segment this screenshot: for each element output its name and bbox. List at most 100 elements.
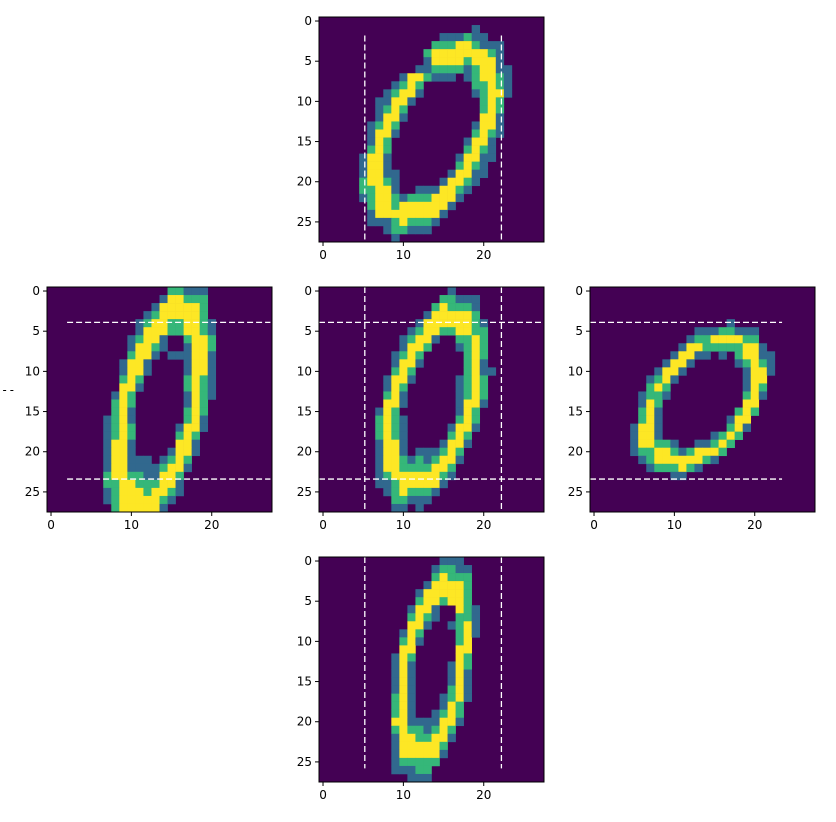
x-tick-label: 10 bbox=[396, 788, 411, 802]
y-tick-label: 5 bbox=[304, 594, 312, 608]
heatmap-cell bbox=[463, 621, 472, 630]
axes-frame bbox=[318, 556, 545, 783]
heatmap-cell bbox=[718, 447, 727, 457]
heatmap-cell bbox=[455, 685, 464, 694]
heatmap-cell bbox=[694, 335, 703, 344]
heatmap-cell bbox=[487, 81, 497, 90]
heatmap-cell bbox=[167, 455, 176, 465]
heatmap-cell bbox=[183, 423, 192, 432]
heatmap-cell bbox=[479, 81, 489, 90]
heatmap-cells bbox=[375, 287, 497, 513]
heatmap-cell bbox=[487, 41, 497, 50]
heatmap-cell bbox=[103, 439, 112, 449]
heatmap-cell bbox=[447, 717, 456, 727]
heatmap-cell bbox=[678, 455, 687, 465]
heatmap-cell bbox=[487, 129, 497, 138]
heatmap-cell bbox=[391, 741, 400, 751]
heatmap-cell bbox=[407, 225, 416, 235]
heatmap-cell bbox=[742, 359, 752, 368]
heatmap-cell bbox=[183, 359, 192, 368]
heatmap-cell bbox=[463, 185, 472, 195]
heatmap-cell bbox=[183, 407, 192, 416]
heatmap-cell bbox=[670, 351, 679, 360]
heatmap-cell bbox=[447, 685, 456, 694]
heatmap-cell bbox=[447, 589, 456, 598]
y-tick-label: 15 bbox=[297, 405, 312, 419]
heatmap-cell bbox=[702, 447, 711, 457]
heatmap-cell bbox=[407, 765, 416, 775]
heatmap-cell bbox=[207, 343, 217, 352]
heatmap-cell bbox=[143, 495, 152, 505]
heatmap-cell bbox=[654, 407, 663, 416]
heatmap-cell bbox=[638, 447, 647, 457]
heatmap-cell bbox=[375, 177, 384, 187]
heatmap-cell bbox=[143, 359, 152, 368]
heatmap-cell bbox=[383, 209, 392, 219]
heatmap-cell bbox=[686, 455, 695, 465]
heatmap-cell bbox=[734, 343, 743, 352]
heatmap-cell bbox=[375, 447, 384, 457]
heatmap-cell bbox=[183, 463, 192, 473]
heatmap-cell bbox=[455, 343, 464, 352]
heatmap-cell bbox=[175, 351, 184, 360]
heatmap-cell bbox=[439, 709, 448, 719]
heatmap-cell bbox=[415, 319, 424, 328]
heatmap-cell bbox=[750, 343, 760, 352]
heatmap-cell bbox=[447, 423, 456, 432]
heatmap-cell bbox=[167, 287, 176, 296]
heatmap-cell bbox=[135, 463, 144, 473]
heatmap-cell bbox=[431, 335, 440, 344]
heatmap-cell bbox=[455, 573, 464, 582]
heatmap-cell bbox=[391, 399, 400, 408]
heatmap-cell bbox=[151, 463, 160, 473]
heatmap-cell bbox=[423, 495, 432, 505]
heatmap-cell bbox=[199, 367, 209, 376]
heatmap-cell bbox=[439, 439, 448, 449]
heatmap-cell bbox=[726, 423, 735, 432]
heatmap-cell bbox=[119, 383, 128, 392]
heatmap-cell bbox=[471, 423, 481, 432]
heatmap-cell bbox=[167, 327, 176, 336]
heatmap-cell bbox=[479, 113, 489, 122]
heatmap-cell bbox=[143, 479, 152, 489]
heatmap-cell bbox=[407, 701, 416, 710]
heatmap-cell bbox=[463, 351, 472, 360]
heatmap-cell bbox=[710, 455, 719, 465]
x-tick-label: 20 bbox=[476, 518, 491, 532]
heatmap-cell bbox=[367, 185, 376, 195]
heatmap-cell bbox=[199, 391, 209, 400]
heatmap-cell bbox=[495, 97, 505, 106]
heatmap-cell bbox=[495, 129, 505, 138]
heatmap-cell bbox=[423, 605, 432, 614]
heatmap-cell bbox=[127, 407, 136, 416]
heatmap-cell bbox=[383, 121, 392, 130]
heatmap-cell bbox=[183, 351, 192, 360]
y-tick-label: 0 bbox=[304, 284, 312, 298]
heatmap-cell bbox=[471, 89, 481, 98]
heatmap-cell bbox=[127, 375, 136, 384]
heatmap-cell bbox=[495, 41, 505, 50]
heatmap-cell bbox=[439, 463, 448, 473]
heatmap-cell bbox=[151, 479, 160, 489]
heatmap-cell bbox=[646, 439, 655, 449]
heatmap-cell bbox=[199, 415, 209, 424]
heatmap-cell bbox=[199, 351, 209, 360]
heatmap-cell bbox=[375, 161, 384, 170]
heatmap-cell bbox=[159, 471, 168, 481]
heatmap-cell bbox=[439, 295, 448, 304]
heatmap-cell bbox=[734, 327, 743, 336]
heatmap-cell bbox=[742, 407, 752, 416]
heatmap-cell bbox=[742, 327, 752, 336]
heatmap-cell bbox=[183, 447, 192, 457]
heatmap-cell bbox=[367, 193, 376, 203]
heatmap-cell bbox=[135, 359, 144, 368]
heatmap-cell bbox=[447, 311, 456, 320]
heatmap-cell bbox=[119, 431, 128, 440]
heatmap-cell bbox=[447, 471, 456, 481]
heatmap-cell bbox=[471, 153, 481, 162]
heatmap-cell bbox=[151, 303, 160, 312]
heatmap-cell bbox=[742, 375, 752, 384]
heatmap-cell bbox=[487, 73, 497, 82]
heatmap-cell bbox=[638, 423, 647, 432]
heatmap-cell bbox=[391, 209, 400, 219]
